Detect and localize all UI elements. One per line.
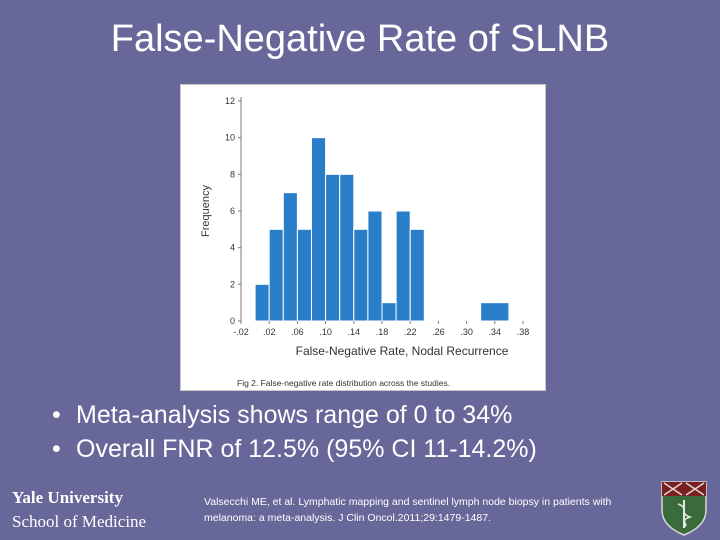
bullet-text-fnr: Overall FNR of 12.5% (95% CI 11-14.2%) bbox=[76, 435, 537, 463]
institution-name: Yale University School of Medicine bbox=[12, 486, 146, 534]
yale-shield-icon bbox=[661, 481, 707, 536]
x-tick-label: .06 bbox=[291, 327, 304, 337]
histogram-bar bbox=[282, 192, 298, 322]
figure-caption: Fig 2. False-negative rate distribution … bbox=[237, 378, 450, 388]
histogram-bar bbox=[311, 137, 327, 322]
x-axis-title: False-Negative Rate, Nodal Recurrence bbox=[296, 344, 509, 358]
histogram-bar bbox=[254, 283, 270, 322]
histogram-bar bbox=[353, 228, 369, 322]
x-tick-label: .10 bbox=[319, 327, 332, 337]
y-tick-label: 2 bbox=[230, 279, 235, 289]
bullet-dot-icon: • bbox=[52, 401, 61, 429]
histogram-bar bbox=[395, 210, 411, 322]
x-tick-label: .18 bbox=[376, 327, 389, 337]
y-tick-label: 0 bbox=[230, 316, 235, 326]
x-tick-label: .30 bbox=[460, 327, 473, 337]
histogram-bar bbox=[367, 210, 383, 322]
histogram-bar bbox=[480, 302, 510, 322]
bullet-item: • Meta-analysis shows range of 0 to 34% bbox=[48, 398, 537, 432]
slide-title: False-Negative Rate of SLNB bbox=[110, 18, 610, 60]
histogram-bar bbox=[381, 302, 397, 322]
x-tick-label: .34 bbox=[489, 327, 502, 337]
histogram-bar bbox=[339, 173, 355, 322]
institution-line1: Yale University bbox=[12, 488, 123, 507]
y-axis-title: Frequency bbox=[200, 185, 212, 237]
y-tick-label: 8 bbox=[230, 169, 235, 179]
y-tick-label: 6 bbox=[230, 206, 235, 216]
x-tick-label: .02 bbox=[263, 327, 276, 337]
x-tick-label: .26 bbox=[432, 327, 445, 337]
x-tick-label: .38 bbox=[517, 327, 530, 337]
histogram-bar bbox=[325, 173, 341, 322]
x-tick-label: .14 bbox=[348, 327, 361, 337]
x-tick-label: .22 bbox=[404, 327, 417, 337]
bullet-item: • Overall FNR of 12.5% (95% CI 11-14.2%) bbox=[48, 432, 537, 466]
histogram-bar bbox=[296, 228, 313, 322]
institution-line2: School of Medicine bbox=[12, 512, 147, 531]
bullet-list: • Meta-analysis shows range of 0 to 34% … bbox=[48, 398, 537, 466]
x-tick-label: -.02 bbox=[233, 327, 249, 337]
histogram-figure: 0 2 4 6 8 10 12 -.02 .02 .06 .10 .14 .18 .22 .26 .30 .34… bbox=[180, 84, 546, 391]
histogram-chart: 0 2 4 6 8 10 12 -.02 .02 .06 .10 .14 .18 .22 .26 .30 .34… bbox=[200, 96, 530, 388]
y-tick-label: 4 bbox=[230, 243, 235, 253]
histogram-bar bbox=[268, 228, 284, 322]
citation-text: Valsecchi ME, et al. Lymphatic mapping a… bbox=[204, 496, 612, 524]
bullet-text-range: Meta-analysis shows range of 0 to 34% bbox=[76, 401, 513, 429]
y-tick-label: 10 bbox=[225, 133, 235, 143]
bullet-dot-icon: • bbox=[52, 435, 61, 463]
histogram-bar bbox=[409, 228, 425, 322]
y-tick-label: 12 bbox=[225, 96, 235, 106]
